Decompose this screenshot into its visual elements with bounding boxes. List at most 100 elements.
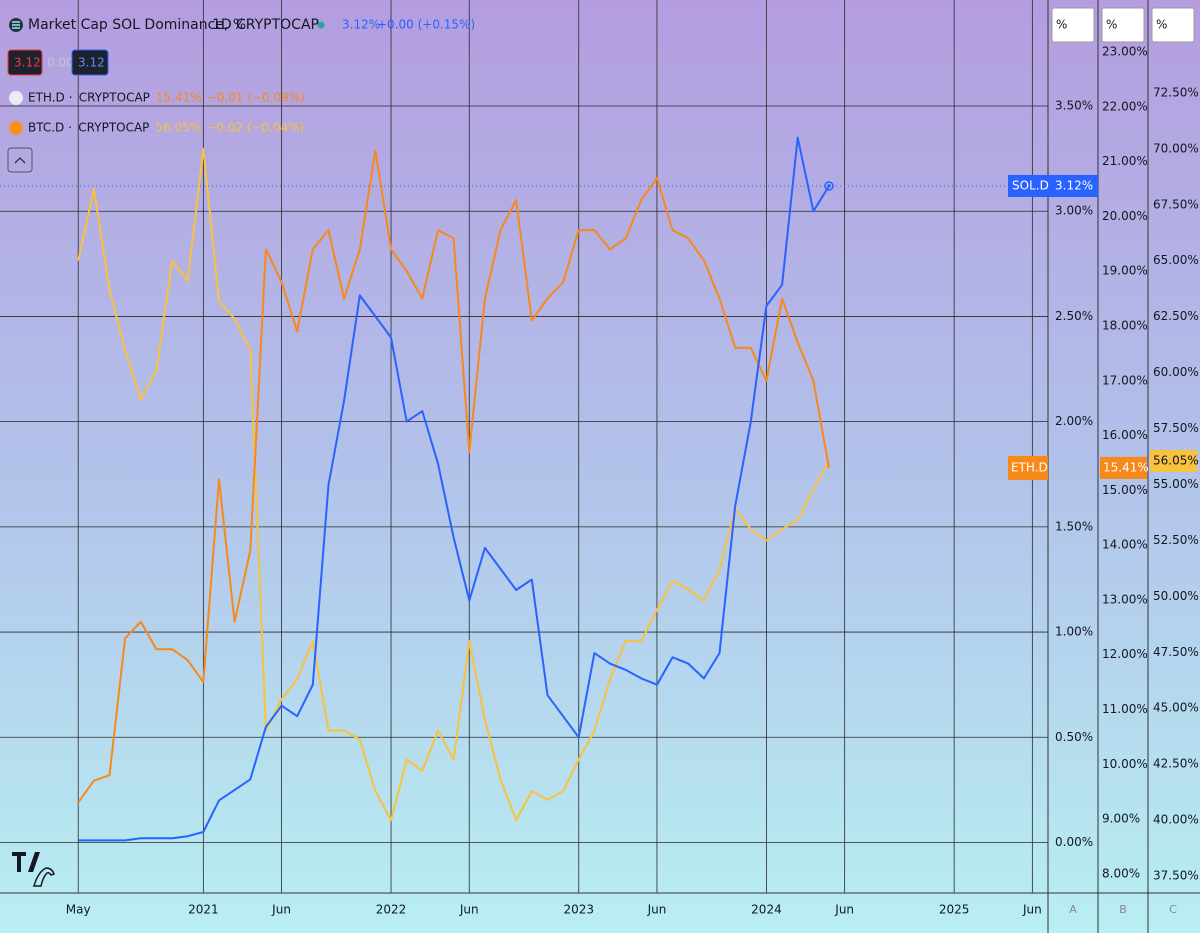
legend-source: CRYPTOCAP <box>79 91 150 105</box>
legend-last: 3.12% <box>342 18 380 32</box>
x-tick-label: 2021 <box>188 903 219 917</box>
header-box[interactable] <box>71 49 109 76</box>
legend-change: −0.02 (−0.04%) <box>206 121 304 135</box>
y-tick-label: 8.00% <box>1102 866 1140 880</box>
last-point-dot <box>827 184 831 188</box>
legend-source: CRYPTOCAP <box>236 17 319 33</box>
y-tick-label: 50.00% <box>1153 589 1199 603</box>
status-dot <box>317 21 325 29</box>
y-tick-label: 11.00% <box>1102 702 1148 716</box>
x-tick-label: 2024 <box>751 903 782 917</box>
scale-unit-box[interactable] <box>1151 7 1195 43</box>
x-tick-label: 2023 <box>563 903 594 917</box>
y-tick-label: 18.00% <box>1102 319 1148 333</box>
legend: ETH.D · CRYPTOCAP 15.41% −0.01 (−0.09%) BTC.D… <box>9 91 305 135</box>
scales: % A% B% C <box>1051 7 1195 916</box>
y-tick-label: 47.50% <box>1153 645 1199 659</box>
name-badge <box>1008 455 1048 480</box>
y-tick-label: 19.00% <box>1102 264 1148 278</box>
legend-change: +0.00 (+0.15%) <box>377 18 475 32</box>
series-line <box>77 147 830 822</box>
y-tick-label: 9.00% <box>1102 812 1140 826</box>
scale-unit-box[interactable] <box>1101 7 1145 43</box>
series-line <box>77 149 830 804</box>
price-badge <box>1100 456 1147 479</box>
y-tick-label: 40.00% <box>1153 813 1199 827</box>
legend-interval: 1D <box>212 17 232 33</box>
collapse-icon <box>14 157 26 164</box>
y-tick-label: 12.00% <box>1102 647 1148 661</box>
y-tick-label: 13.00% <box>1102 592 1148 606</box>
y-tick-label: 57.50% <box>1153 421 1199 435</box>
price-badge-text: 3.12% <box>1055 178 1093 192</box>
price-badge-text: 56.05% <box>1153 453 1199 467</box>
collapse-button[interactable] <box>7 147 33 173</box>
y-tick-label: 65.00% <box>1153 253 1199 267</box>
y-tick-label: 22.00% <box>1102 99 1148 113</box>
y-tick-label: 42.50% <box>1153 757 1199 771</box>
legend-icon <box>9 121 23 135</box>
legend-last: 56.05% <box>155 121 201 135</box>
legend-last: 15.41% <box>156 91 202 105</box>
legend-icon <box>9 91 23 105</box>
x-tick-label: Jun <box>271 903 291 917</box>
x-tick-label: Jun <box>1022 903 1042 917</box>
legend-name: ETH.D <box>28 91 65 105</box>
name-badge <box>1008 174 1098 197</box>
y-tick-label: 45.00% <box>1153 701 1199 715</box>
plot <box>77 136 830 842</box>
name-badge-text: SOL.D <box>1012 178 1049 192</box>
y-tick-label: 10.00% <box>1102 757 1148 771</box>
header-box-text: 0.00 <box>47 56 74 70</box>
legend-name: BTC.D <box>28 121 64 135</box>
y-tick-label: 55.00% <box>1153 477 1199 491</box>
y-tick-label: 37.50% <box>1153 868 1199 882</box>
y-tick-label: 2.50% <box>1055 309 1093 323</box>
y-tick-label: 0.50% <box>1055 730 1093 744</box>
scale-unit: % <box>1156 18 1167 32</box>
scale-unit-box[interactable] <box>1051 7 1095 43</box>
symbol-icon-glyph <box>12 21 20 29</box>
header-box-text: 3.12 <box>14 56 41 70</box>
y-tick-label: 16.00% <box>1102 428 1148 442</box>
scale-unit: % <box>1056 18 1067 32</box>
logo-mascot <box>33 867 55 887</box>
header-box[interactable] <box>7 49 43 76</box>
y-tick-label: 17.00% <box>1102 373 1148 387</box>
legend-source: CRYPTOCAP <box>78 121 149 135</box>
y-tick-label: 23.00% <box>1102 45 1148 59</box>
y-tick-label: 72.50% <box>1153 85 1199 99</box>
x-tick-label: Jun <box>647 903 667 917</box>
y-tick-label: 70.00% <box>1153 141 1199 155</box>
legend-title: Market Cap SOL Dominance, % <box>28 17 246 33</box>
x-tick-label: 2025 <box>939 903 970 917</box>
name-badge-text: ETH.D <box>1011 460 1048 474</box>
scale-unit: % <box>1106 18 1117 32</box>
y-tick-label: 60.00% <box>1153 365 1199 379</box>
legend-separator: · <box>69 91 73 105</box>
y-tick-label: 67.50% <box>1153 197 1199 211</box>
last-point <box>824 181 834 191</box>
x-tick-label: Jun <box>459 903 479 917</box>
y-tick-label: 21.00% <box>1102 154 1148 168</box>
y-tick-label: 2.00% <box>1055 414 1093 428</box>
logo <box>12 852 40 872</box>
price-badge-text: 15.41% <box>1103 460 1149 474</box>
x-tick-label: 2022 <box>376 903 407 917</box>
price-badge <box>1150 449 1197 472</box>
legend-separator: · <box>68 121 72 135</box>
x-tick-label: Jun <box>834 903 854 917</box>
scale-id: B <box>1119 903 1127 916</box>
y-tick-label: 20.00% <box>1102 209 1148 223</box>
x-tick-label: May <box>66 903 91 917</box>
y-tick-label: 52.50% <box>1153 533 1199 547</box>
y-tick-label: 0.00% <box>1055 835 1093 849</box>
grid <box>0 0 1048 893</box>
y-tick-label: 14.00% <box>1102 538 1148 552</box>
y-tick-label: 3.50% <box>1055 99 1093 113</box>
series-line <box>78 136 830 842</box>
y-tick-label: 62.50% <box>1153 309 1199 323</box>
